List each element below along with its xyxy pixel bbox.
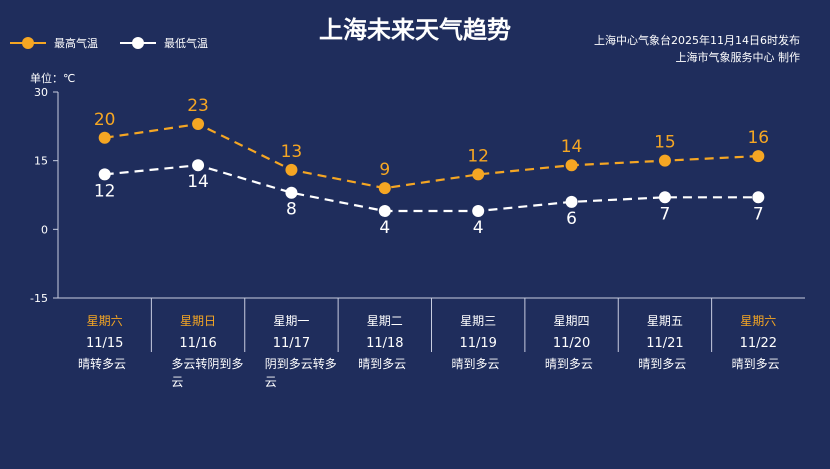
weather-condition: 晴到多云 <box>732 357 780 371</box>
legend-swatch-low <box>120 36 156 50</box>
data-point-high <box>472 168 485 181</box>
weather-condition: 云 <box>265 375 277 389</box>
publisher-line-1: 上海中心气象台2025年11月14日6时发布 <box>594 34 800 47</box>
weekday-label: 星期五 <box>647 314 683 328</box>
data-point-low <box>192 159 205 172</box>
weekday-label: 星期三 <box>460 314 496 328</box>
data-label-high: 13 <box>281 142 303 162</box>
data-point-high <box>565 159 578 172</box>
weather-condition: 云 <box>171 375 183 389</box>
data-label-low: 4 <box>379 218 390 238</box>
date-label: 11/20 <box>553 336 590 351</box>
data-label-low: 8 <box>286 200 297 220</box>
publisher-info: 上海中心气象台2025年11月14日6时发布 上海市气象服务中心 制作 <box>594 32 800 66</box>
data-label-low: 12 <box>94 181 116 201</box>
series-line-high <box>104 122 759 190</box>
date-label: 11/18 <box>366 336 403 351</box>
y-tick-label: 0 <box>41 223 48 236</box>
weekday-label: 星期日 <box>180 314 216 328</box>
date-label: 11/21 <box>646 336 683 351</box>
data-point-high <box>192 118 205 131</box>
data-point-low <box>378 205 391 218</box>
date-label: 11/17 <box>273 336 310 351</box>
legend-label-low: 最低气温 <box>164 37 208 50</box>
data-label-high: 14 <box>561 137 583 157</box>
date-label: 11/22 <box>740 336 777 351</box>
data-point-high <box>658 154 671 167</box>
data-point-high <box>285 163 298 176</box>
legend-label-high: 最高气温 <box>54 37 98 50</box>
legend-item-high: 最高气温 <box>10 35 98 51</box>
date-label: 11/15 <box>86 336 123 351</box>
data-label-low: 6 <box>566 209 577 229</box>
y-tick-label: 15 <box>34 155 48 168</box>
chart-legend: 最高气温 最低气温 <box>10 34 230 52</box>
data-label-low: 7 <box>660 204 671 224</box>
weather-condition: 晴到多云 <box>358 357 406 371</box>
data-label-low: 7 <box>753 204 764 224</box>
data-label-high: 23 <box>187 96 209 116</box>
weather-condition: 多云转阴到多 <box>171 356 243 371</box>
publisher-line-2: 上海市气象服务中心 制作 <box>675 51 801 64</box>
data-point-low <box>285 186 298 199</box>
data-point-high <box>98 131 111 144</box>
weekday-label: 星期六 <box>87 314 123 328</box>
data-label-low: 4 <box>473 218 484 238</box>
date-label: 11/16 <box>179 336 216 351</box>
data-label-high: 16 <box>747 128 769 148</box>
weekday-label: 星期四 <box>554 314 590 328</box>
data-point-low <box>752 191 765 204</box>
legend-swatch-high <box>10 36 46 50</box>
data-point-high <box>378 182 391 195</box>
weather-condition: 晴到多云 <box>638 357 686 371</box>
y-axis-unit-label: 单位：℃ <box>30 72 76 85</box>
data-point-low <box>565 195 578 208</box>
data-label-high: 12 <box>467 146 489 166</box>
series-line-low <box>104 164 759 213</box>
weather-condition: 晴到多云 <box>545 357 593 371</box>
data-label-high: 15 <box>654 133 676 153</box>
data-label-high: 20 <box>94 110 116 130</box>
weather-condition: 阴到多云转多 <box>265 356 337 371</box>
page-title: 上海未来天气趋势 <box>319 16 511 44</box>
weather-condition: 晴到多云 <box>452 357 500 371</box>
weekday-label: 星期六 <box>740 314 776 328</box>
weather-condition: 晴转多云 <box>78 356 126 371</box>
y-tick-label: -15 <box>30 292 48 305</box>
data-point-low <box>98 168 111 181</box>
date-label: 11/19 <box>459 336 496 351</box>
y-tick-label: 30 <box>34 86 48 99</box>
data-label-low: 14 <box>187 172 209 192</box>
legend-item-low: 最低气温 <box>120 35 208 51</box>
data-point-high <box>752 150 765 163</box>
data-point-low <box>658 191 671 204</box>
weekday-label: 星期二 <box>367 314 403 328</box>
data-label-high: 9 <box>379 160 390 180</box>
weekday-label: 星期一 <box>273 314 309 328</box>
data-point-low <box>472 205 485 218</box>
